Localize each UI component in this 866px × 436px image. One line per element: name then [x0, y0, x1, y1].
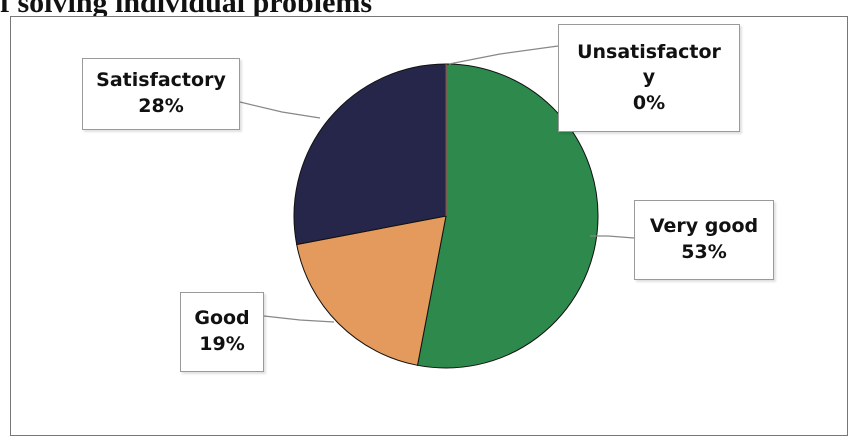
- label-unsatisfactory-pct: 0%: [632, 91, 666, 114]
- slice-satisfactory: [293, 63, 447, 246]
- label-satisfactory-name: Satisfactory: [96, 69, 226, 92]
- label-very-good: Very good 53%: [634, 200, 774, 280]
- label-very-good-name: Very good: [649, 215, 759, 238]
- leader-unsatisfactory: [448, 45, 559, 65]
- leader-very-good: [590, 235, 635, 239]
- leader-good: [263, 315, 335, 323]
- leader-lines: [239, 45, 635, 323]
- chart-title: f solving individual problems: [0, 0, 866, 16]
- slice-very-good: [416, 63, 599, 369]
- label-good: Good 19%: [180, 292, 264, 372]
- label-satisfactory-pct: 28%: [138, 95, 184, 117]
- pie-chart: [239, 45, 635, 369]
- slice-good: [296, 215, 447, 366]
- label-good-pct: 19%: [199, 333, 245, 355]
- label-satisfactory: Satisfactory 28%: [82, 58, 240, 130]
- label-very-good-pct: 53%: [681, 241, 727, 263]
- label-good-name: Good: [194, 307, 250, 330]
- pie-slices: [293, 63, 599, 369]
- label-unsatisfactory-name-wrap: y: [642, 66, 656, 89]
- label-unsatisfactory: Unsatisfactor y 0%: [558, 24, 740, 132]
- leader-satisfactory: [239, 101, 321, 119]
- label-unsatisfactory-name: Unsatisfactor: [577, 40, 721, 63]
